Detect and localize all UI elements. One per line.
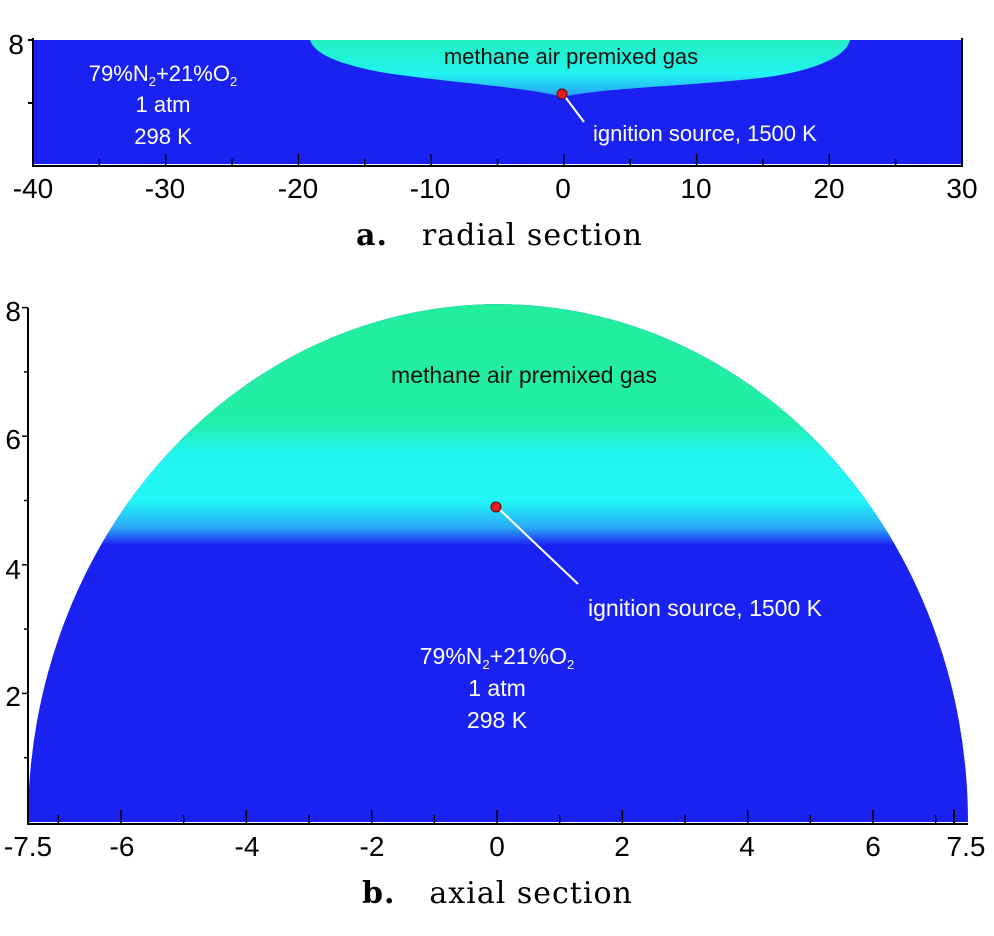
panel-b-caption-letter: b. — [362, 876, 396, 911]
subscript: 2 — [230, 74, 237, 89]
panel-b-y-tick-label: 2 — [5, 681, 21, 712]
panel-a-x-tick-label: 10 — [680, 173, 711, 204]
panel-b-x-tick-label: -6 — [110, 831, 135, 862]
subscript: 2 — [567, 657, 574, 672]
panel-a-caption-letter: a. — [356, 218, 388, 253]
panel-b-ambient-temperature: 298 K — [467, 707, 528, 733]
panel-a-caption-text: radial section — [421, 218, 643, 253]
panel-b-x-tick-label: -4 — [235, 831, 260, 862]
panel-a-ambient-label: 79%N2+21%O2 1 atm 298 K — [89, 61, 237, 149]
panel-b-caption: b. axial section — [362, 876, 633, 911]
panel-b-x-tick-labels: -7.5 -6 -4 -2 0 2 4 6 7.5 — [4, 831, 986, 862]
panel-b-ambient-composition: 79%N2+21%O2 — [420, 643, 574, 672]
panel-b-ambient-pressure: 1 atm — [468, 675, 526, 701]
panel-a-x-tick-label: 0 — [555, 173, 571, 204]
panel-a-x-tick-label: -10 — [410, 173, 450, 204]
panel-a-premixed-gas-label: methane air premixed gas — [444, 44, 698, 69]
panel-a-ambient-pressure: 1 atm — [135, 92, 190, 117]
panel-a-radial-section: -40 -30 -20 -10 0 10 20 30 8 methane air… — [8, 29, 977, 204]
panel-a-premixed-gas-region — [310, 40, 850, 97]
panel-b-y-tick-label: 4 — [5, 554, 21, 585]
panel-b-y-tick-labels: 8 6 4 2 — [5, 296, 21, 712]
panel-a-y-tick-label: 8 — [8, 29, 24, 60]
panel-a-x-tick-labels: -40 -30 -20 -10 0 10 20 30 — [13, 173, 978, 204]
panel-b-ignition-leader-line — [496, 506, 579, 585]
panel-b-x-tick-label: 0 — [489, 831, 505, 862]
panel-a-x-tick-label: 20 — [813, 173, 844, 204]
panel-a-x-tick-label: -40 — [13, 173, 53, 204]
panel-a-x-ticks — [32, 154, 963, 166]
panel-a-x-tick-label: 30 — [946, 173, 977, 204]
panel-b-ambient-label: 79%N2+21%O2 1 atm 298 K — [420, 643, 574, 733]
panel-b-ignition-label: ignition source, 1500 K — [588, 595, 823, 621]
panel-a-ignition-leader-line — [562, 93, 585, 123]
composition-part: +21%O — [490, 643, 567, 669]
panel-a-x-tick-label: -20 — [278, 173, 318, 204]
panel-b-x-tick-label: 7.5 — [947, 831, 986, 862]
panel-b-x-tick-label: -2 — [360, 831, 385, 862]
composition-part: 79%N — [89, 61, 149, 86]
panel-a-ambient-temperature: 298 K — [134, 124, 192, 149]
panel-b-x-tick-label: -7.5 — [4, 831, 52, 862]
panel-b-x-tick-label: 4 — [739, 831, 755, 862]
panel-b-caption-text: axial section — [429, 876, 633, 911]
panel-a-x-tick-label: -30 — [145, 173, 185, 204]
panel-a-ignition-source-dot — [556, 88, 568, 100]
panel-a-ignition-label: ignition source, 1500 K — [593, 121, 817, 146]
subscript: 2 — [482, 657, 489, 672]
panel-b-premixed-gas-label: methane air premixed gas — [391, 362, 657, 388]
panel-b-ticks — [22, 306, 937, 824]
panel-a-caption: a. radial section — [356, 218, 643, 253]
panel-b-axes — [27, 308, 968, 825]
panel-b-x-tick-label: 6 — [865, 831, 881, 862]
panel-b-axial-section: -7.5 -6 -4 -2 0 2 4 6 7.5 8 6 4 2 methan… — [4, 296, 986, 862]
panel-a-ambient-composition: 79%N2+21%O2 — [89, 61, 237, 89]
panel-b-y-tick-label: 6 — [5, 424, 21, 455]
composition-part: +21%O — [156, 61, 230, 86]
panel-b-y-tick-label: 8 — [5, 296, 21, 327]
panel-b-x-tick-label: 2 — [614, 831, 630, 862]
composition-part: 79%N — [420, 643, 483, 669]
panel-b-ignition-source-dot — [490, 501, 502, 513]
subscript: 2 — [149, 74, 156, 89]
